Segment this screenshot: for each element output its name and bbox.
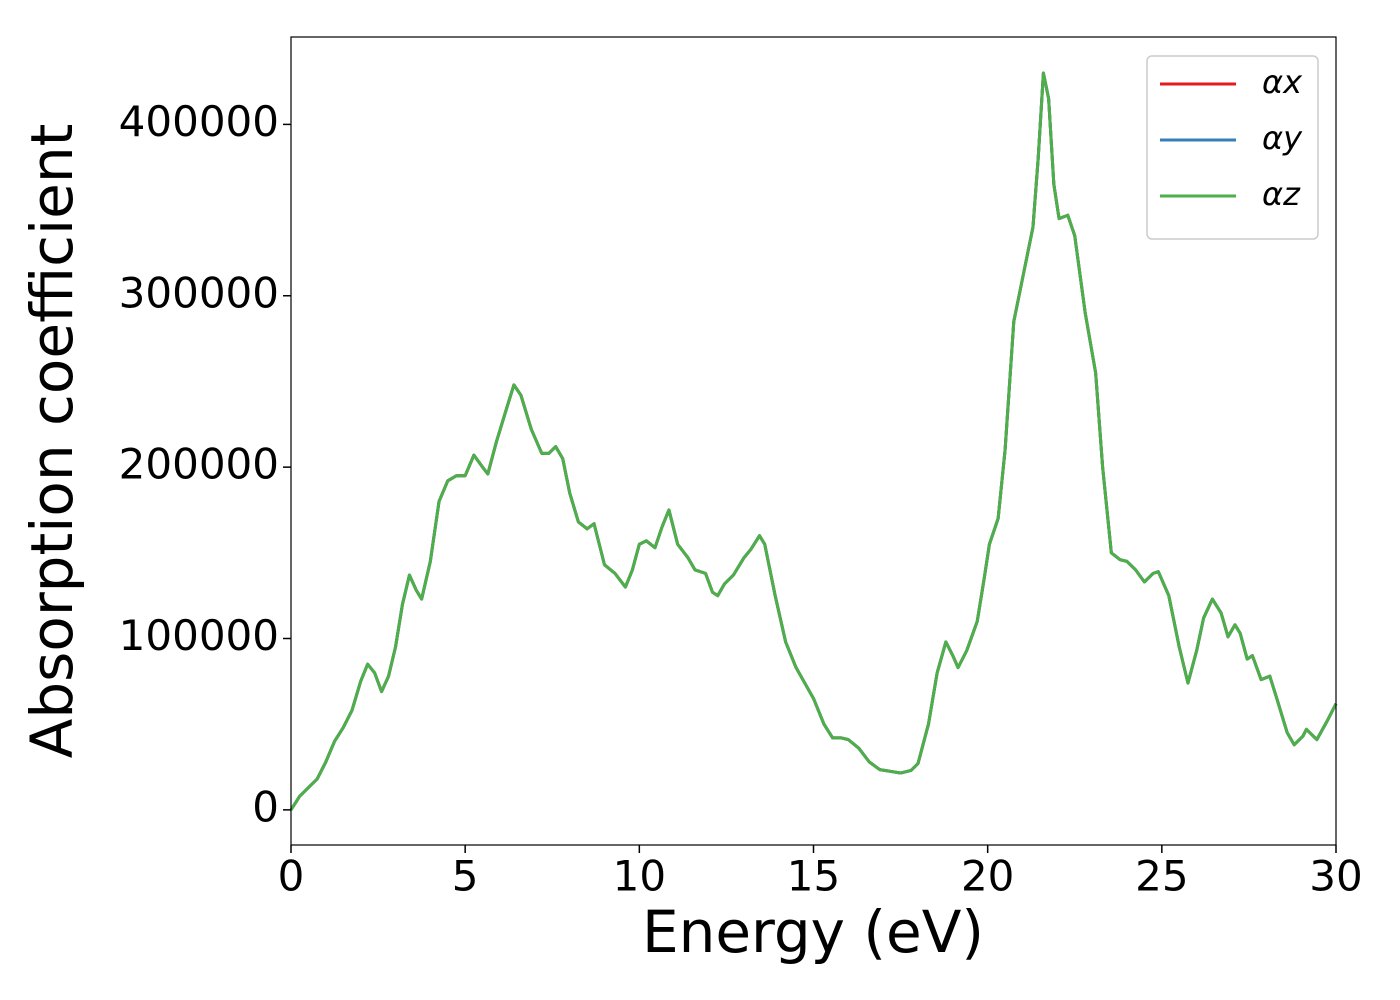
x-tick-label: 30 [1309, 852, 1362, 901]
legend-label: αx [1262, 63, 1303, 101]
x-tick-label: 25 [1135, 852, 1188, 901]
y-tick-label: 200000 [119, 440, 279, 489]
y-tick-label: 100000 [119, 611, 279, 660]
y-tick-label: 0 [252, 782, 279, 831]
x-axis-label: Energy (eV) [642, 898, 984, 966]
y-axis-label: Absorption coefficient [18, 124, 86, 759]
y-tick-label: 300000 [119, 268, 279, 317]
legend-label: αy [1262, 119, 1303, 157]
plot-frame [290, 36, 1337, 846]
x-tick-label: 5 [452, 852, 479, 901]
x-tick-label: 10 [613, 852, 666, 901]
x-tick-label: 0 [278, 852, 305, 901]
legend-box [1146, 55, 1319, 240]
x-tick-label: 15 [787, 852, 840, 901]
x-tick-label: 20 [961, 852, 1014, 901]
line [289, 71, 1338, 811]
y-tick-label: 400000 [119, 97, 279, 146]
legend-label: αz [1262, 175, 1301, 213]
